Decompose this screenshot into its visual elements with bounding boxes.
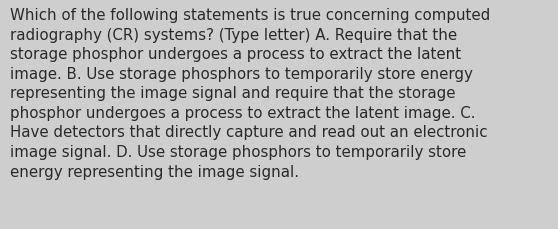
Text: Which of the following statements is true concerning computed
radiography (CR) s: Which of the following statements is tru…: [10, 8, 490, 179]
